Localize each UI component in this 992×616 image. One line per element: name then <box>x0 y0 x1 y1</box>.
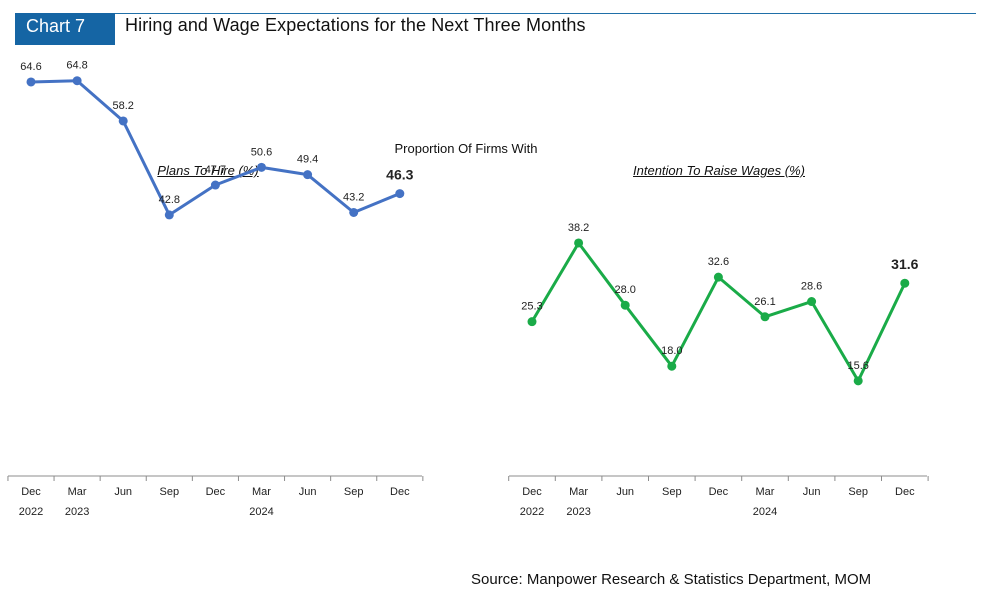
page-title: Hiring and Wage Expectations for the Nex… <box>125 15 586 35</box>
data-point <box>395 189 405 199</box>
data-point <box>118 116 128 126</box>
data-label: 15.6 <box>847 360 868 372</box>
x-tick-label: Dec <box>390 486 410 498</box>
x-tick-label: Jun <box>803 486 821 498</box>
x-tick-label: Dec <box>21 486 41 498</box>
data-point <box>527 317 537 327</box>
data-point <box>760 312 770 322</box>
chart-number-label: Chart 7 <box>15 13 115 45</box>
data-point <box>26 77 36 87</box>
data-label: 32.6 <box>708 256 729 268</box>
data-point <box>257 162 266 172</box>
data-point <box>900 278 910 288</box>
x-tick-label: Jun <box>299 486 317 498</box>
x-tick-label: Dec <box>895 486 915 498</box>
x-year-label: 2023 <box>65 506 89 518</box>
data-label: 28.0 <box>614 284 635 296</box>
wage-chart: Dec 2022 Mar 2023 Jun Sep Dec Mar 2024 Jun Sep Dec 2… <box>508 222 929 518</box>
x-tick-label: Jun <box>114 486 132 498</box>
x-tick-label: Dec <box>522 486 542 498</box>
data-label: 50.6 <box>251 146 272 158</box>
x-tick-label: Sep <box>160 486 180 498</box>
data-point <box>164 210 174 220</box>
data-point <box>303 170 313 180</box>
source-note: Source: Manpower Research & Statistics D… <box>471 571 872 588</box>
x-tick-label: Mar <box>569 486 588 498</box>
data-label: 64.6 <box>20 61 41 73</box>
data-point <box>349 207 359 217</box>
hire-panel-title: Plans To Hire (%) <box>157 163 259 178</box>
data-point <box>620 300 630 310</box>
x-tick-label: Mar <box>68 486 87 498</box>
hire-chart: Dec 2022 Mar 2023 Jun Sep Dec Mar 2024 Jun Sep Dec 6… <box>7 60 424 518</box>
data-label: 18.0 <box>661 345 682 357</box>
x-tick-label: Dec <box>709 486 729 498</box>
x-year-label: 2024 <box>249 506 273 518</box>
data-point <box>667 361 677 371</box>
chart-subtitle: Proportion Of Firms With <box>394 141 538 156</box>
data-label: 38.2 <box>568 222 589 234</box>
data-label: 42.8 <box>159 194 180 206</box>
data-point <box>574 238 584 248</box>
wage-panel-title: Intention To Raise Wages (%) <box>633 163 805 178</box>
data-label: 26.1 <box>754 296 775 308</box>
data-point <box>713 272 723 282</box>
data-label: 64.8 <box>66 60 87 72</box>
data-point <box>210 180 220 190</box>
data-point <box>807 297 817 307</box>
data-label-latest: 46.3 <box>386 167 413 183</box>
data-label: 25.3 <box>521 301 542 313</box>
x-tick-label: Jun <box>616 486 634 498</box>
data-label: 28.6 <box>801 281 822 293</box>
x-year-label: 2024 <box>753 506 777 518</box>
header-rule <box>15 13 976 14</box>
data-label-latest: 31.6 <box>891 256 918 272</box>
x-tick-label: Dec <box>206 486 226 498</box>
x-tick-label: Sep <box>848 486 868 498</box>
data-label: 47.7 <box>205 164 226 176</box>
x-tick-label: Sep <box>662 486 682 498</box>
x-tick-label: Mar <box>756 486 775 498</box>
data-point <box>72 76 82 86</box>
data-point <box>853 376 863 386</box>
data-label: 49.4 <box>297 154 318 166</box>
x-year-label: 2022 <box>520 506 544 518</box>
x-year-label: 2022 <box>19 506 43 518</box>
data-label: 43.2 <box>343 191 364 203</box>
x-tick-label: Mar <box>252 486 271 498</box>
x-year-label: 2023 <box>566 506 590 518</box>
x-tick-label: Sep <box>344 486 364 498</box>
data-label: 58.2 <box>112 100 133 112</box>
